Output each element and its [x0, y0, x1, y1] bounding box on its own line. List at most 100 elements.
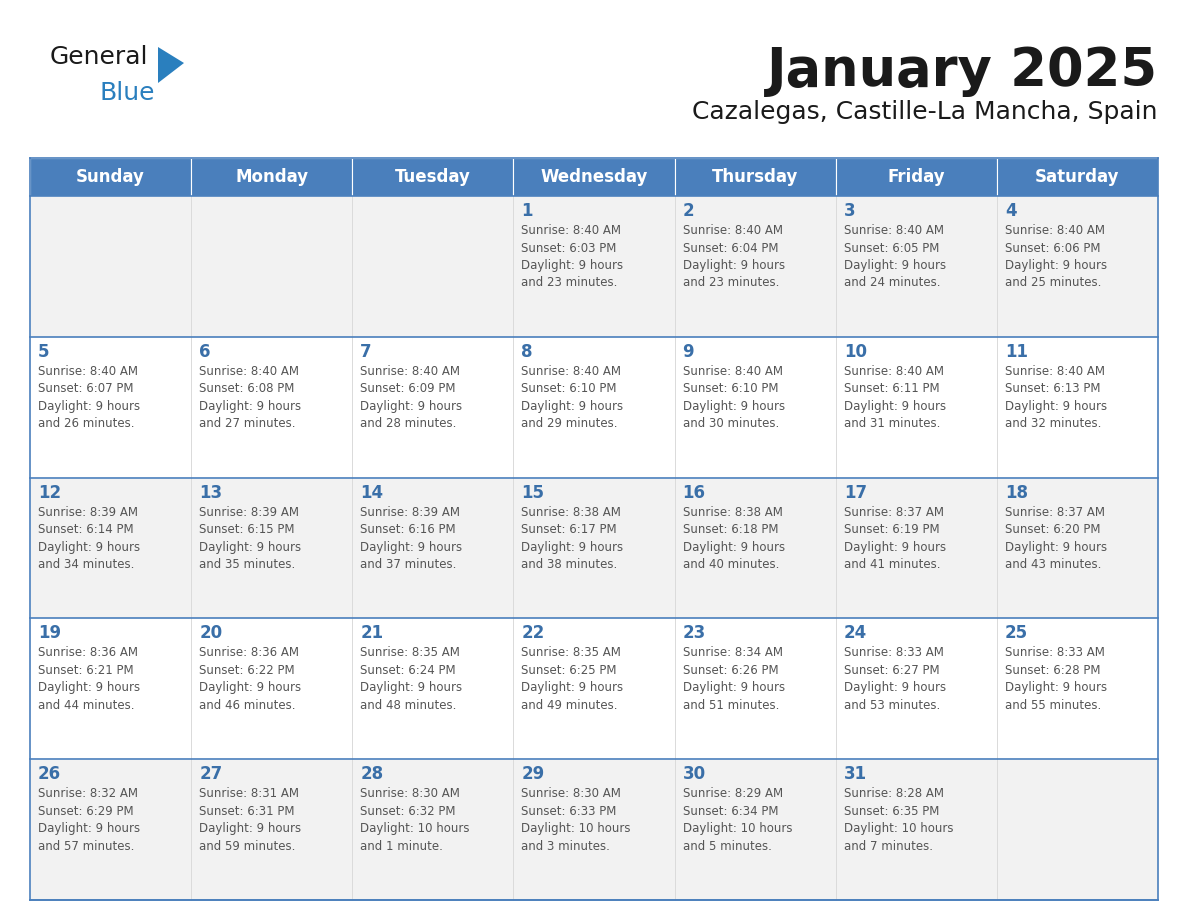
Bar — [191, 477, 353, 619]
Text: 16: 16 — [683, 484, 706, 501]
Text: 12: 12 — [38, 484, 61, 501]
Text: Sunrise: 8:34 AM
Sunset: 6:26 PM
Daylight: 9 hours
and 51 minutes.: Sunrise: 8:34 AM Sunset: 6:26 PM Dayligh… — [683, 646, 785, 711]
Bar — [191, 158, 353, 196]
Text: 15: 15 — [522, 484, 544, 501]
Text: Sunrise: 8:36 AM
Sunset: 6:21 PM
Daylight: 9 hours
and 44 minutes.: Sunrise: 8:36 AM Sunset: 6:21 PM Dayligh… — [38, 646, 140, 711]
Bar — [835, 477, 997, 619]
Text: 24: 24 — [843, 624, 867, 643]
Bar — [30, 759, 191, 900]
Bar — [835, 759, 997, 900]
Bar — [191, 759, 353, 900]
Bar — [835, 337, 997, 477]
Text: 6: 6 — [200, 342, 210, 361]
Text: Friday: Friday — [887, 168, 946, 186]
Text: Sunrise: 8:39 AM
Sunset: 6:14 PM
Daylight: 9 hours
and 34 minutes.: Sunrise: 8:39 AM Sunset: 6:14 PM Dayligh… — [38, 506, 140, 571]
Text: 18: 18 — [1005, 484, 1028, 501]
Text: Sunday: Sunday — [76, 168, 145, 186]
Text: 31: 31 — [843, 766, 867, 783]
Text: Monday: Monday — [235, 168, 308, 186]
Text: Sunrise: 8:33 AM
Sunset: 6:27 PM
Daylight: 9 hours
and 53 minutes.: Sunrise: 8:33 AM Sunset: 6:27 PM Dayligh… — [843, 646, 946, 711]
Bar — [30, 619, 191, 759]
Bar — [30, 337, 191, 477]
Text: Tuesday: Tuesday — [394, 168, 470, 186]
Bar — [675, 759, 835, 900]
Bar — [513, 337, 675, 477]
Bar — [353, 619, 513, 759]
Text: 7: 7 — [360, 342, 372, 361]
Text: Sunrise: 8:40 AM
Sunset: 6:03 PM
Daylight: 9 hours
and 23 minutes.: Sunrise: 8:40 AM Sunset: 6:03 PM Dayligh… — [522, 224, 624, 289]
Text: Sunrise: 8:40 AM
Sunset: 6:10 PM
Daylight: 9 hours
and 30 minutes.: Sunrise: 8:40 AM Sunset: 6:10 PM Dayligh… — [683, 364, 785, 431]
Bar — [513, 759, 675, 900]
Bar — [997, 158, 1158, 196]
Text: 22: 22 — [522, 624, 544, 643]
Text: Sunrise: 8:30 AM
Sunset: 6:33 PM
Daylight: 10 hours
and 3 minutes.: Sunrise: 8:30 AM Sunset: 6:33 PM Dayligh… — [522, 788, 631, 853]
Text: 9: 9 — [683, 342, 694, 361]
Text: 2: 2 — [683, 202, 694, 220]
Bar — [191, 196, 353, 337]
Text: 27: 27 — [200, 766, 222, 783]
Text: Sunrise: 8:28 AM
Sunset: 6:35 PM
Daylight: 10 hours
and 7 minutes.: Sunrise: 8:28 AM Sunset: 6:35 PM Dayligh… — [843, 788, 953, 853]
Text: Sunrise: 8:39 AM
Sunset: 6:16 PM
Daylight: 9 hours
and 37 minutes.: Sunrise: 8:39 AM Sunset: 6:16 PM Dayligh… — [360, 506, 462, 571]
Text: Cazalegas, Castille-La Mancha, Spain: Cazalegas, Castille-La Mancha, Spain — [693, 100, 1158, 124]
Text: Sunrise: 8:29 AM
Sunset: 6:34 PM
Daylight: 10 hours
and 5 minutes.: Sunrise: 8:29 AM Sunset: 6:34 PM Dayligh… — [683, 788, 792, 853]
Bar — [30, 477, 191, 619]
Text: Sunrise: 8:40 AM
Sunset: 6:07 PM
Daylight: 9 hours
and 26 minutes.: Sunrise: 8:40 AM Sunset: 6:07 PM Dayligh… — [38, 364, 140, 431]
Bar — [353, 158, 513, 196]
Text: Sunrise: 8:32 AM
Sunset: 6:29 PM
Daylight: 9 hours
and 57 minutes.: Sunrise: 8:32 AM Sunset: 6:29 PM Dayligh… — [38, 788, 140, 853]
Text: 23: 23 — [683, 624, 706, 643]
Text: 25: 25 — [1005, 624, 1028, 643]
Text: Sunrise: 8:40 AM
Sunset: 6:09 PM
Daylight: 9 hours
and 28 minutes.: Sunrise: 8:40 AM Sunset: 6:09 PM Dayligh… — [360, 364, 462, 431]
Text: 3: 3 — [843, 202, 855, 220]
Text: Sunrise: 8:40 AM
Sunset: 6:13 PM
Daylight: 9 hours
and 32 minutes.: Sunrise: 8:40 AM Sunset: 6:13 PM Dayligh… — [1005, 364, 1107, 431]
Text: Sunrise: 8:30 AM
Sunset: 6:32 PM
Daylight: 10 hours
and 1 minute.: Sunrise: 8:30 AM Sunset: 6:32 PM Dayligh… — [360, 788, 469, 853]
Text: Wednesday: Wednesday — [541, 168, 647, 186]
Text: 20: 20 — [200, 624, 222, 643]
Text: 28: 28 — [360, 766, 384, 783]
Bar — [835, 196, 997, 337]
Bar — [191, 337, 353, 477]
Bar — [835, 619, 997, 759]
Text: Sunrise: 8:37 AM
Sunset: 6:20 PM
Daylight: 9 hours
and 43 minutes.: Sunrise: 8:37 AM Sunset: 6:20 PM Dayligh… — [1005, 506, 1107, 571]
Text: 21: 21 — [360, 624, 384, 643]
Bar — [513, 477, 675, 619]
Text: Sunrise: 8:35 AM
Sunset: 6:24 PM
Daylight: 9 hours
and 48 minutes.: Sunrise: 8:35 AM Sunset: 6:24 PM Dayligh… — [360, 646, 462, 711]
Bar — [30, 196, 191, 337]
Text: Blue: Blue — [100, 81, 156, 105]
Bar — [191, 619, 353, 759]
Text: Sunrise: 8:37 AM
Sunset: 6:19 PM
Daylight: 9 hours
and 41 minutes.: Sunrise: 8:37 AM Sunset: 6:19 PM Dayligh… — [843, 506, 946, 571]
Text: General: General — [50, 45, 148, 69]
Text: Sunrise: 8:40 AM
Sunset: 6:11 PM
Daylight: 9 hours
and 31 minutes.: Sunrise: 8:40 AM Sunset: 6:11 PM Dayligh… — [843, 364, 946, 431]
Text: 8: 8 — [522, 342, 533, 361]
Text: Sunrise: 8:38 AM
Sunset: 6:17 PM
Daylight: 9 hours
and 38 minutes.: Sunrise: 8:38 AM Sunset: 6:17 PM Dayligh… — [522, 506, 624, 571]
Bar — [835, 158, 997, 196]
Text: Sunrise: 8:35 AM
Sunset: 6:25 PM
Daylight: 9 hours
and 49 minutes.: Sunrise: 8:35 AM Sunset: 6:25 PM Dayligh… — [522, 646, 624, 711]
Text: 19: 19 — [38, 624, 61, 643]
Text: Sunrise: 8:40 AM
Sunset: 6:08 PM
Daylight: 9 hours
and 27 minutes.: Sunrise: 8:40 AM Sunset: 6:08 PM Dayligh… — [200, 364, 302, 431]
Text: Thursday: Thursday — [712, 168, 798, 186]
Text: Sunrise: 8:40 AM
Sunset: 6:10 PM
Daylight: 9 hours
and 29 minutes.: Sunrise: 8:40 AM Sunset: 6:10 PM Dayligh… — [522, 364, 624, 431]
Bar — [513, 158, 675, 196]
Text: Sunrise: 8:31 AM
Sunset: 6:31 PM
Daylight: 9 hours
and 59 minutes.: Sunrise: 8:31 AM Sunset: 6:31 PM Dayligh… — [200, 788, 302, 853]
Bar — [353, 337, 513, 477]
Bar — [997, 196, 1158, 337]
Bar — [997, 619, 1158, 759]
Bar — [513, 196, 675, 337]
Text: 29: 29 — [522, 766, 544, 783]
Text: 26: 26 — [38, 766, 61, 783]
Text: Sunrise: 8:38 AM
Sunset: 6:18 PM
Daylight: 9 hours
and 40 minutes.: Sunrise: 8:38 AM Sunset: 6:18 PM Dayligh… — [683, 506, 785, 571]
Text: 14: 14 — [360, 484, 384, 501]
Text: 4: 4 — [1005, 202, 1017, 220]
Text: Saturday: Saturday — [1035, 168, 1119, 186]
Text: 10: 10 — [843, 342, 867, 361]
Text: January 2025: January 2025 — [767, 45, 1158, 97]
Text: Sunrise: 8:40 AM
Sunset: 6:05 PM
Daylight: 9 hours
and 24 minutes.: Sunrise: 8:40 AM Sunset: 6:05 PM Dayligh… — [843, 224, 946, 289]
Text: 30: 30 — [683, 766, 706, 783]
Text: Sunrise: 8:39 AM
Sunset: 6:15 PM
Daylight: 9 hours
and 35 minutes.: Sunrise: 8:39 AM Sunset: 6:15 PM Dayligh… — [200, 506, 302, 571]
Bar — [353, 196, 513, 337]
Text: 1: 1 — [522, 202, 533, 220]
Bar — [675, 158, 835, 196]
Bar — [997, 337, 1158, 477]
Text: Sunrise: 8:36 AM
Sunset: 6:22 PM
Daylight: 9 hours
and 46 minutes.: Sunrise: 8:36 AM Sunset: 6:22 PM Dayligh… — [200, 646, 302, 711]
Bar — [675, 619, 835, 759]
Bar — [353, 759, 513, 900]
